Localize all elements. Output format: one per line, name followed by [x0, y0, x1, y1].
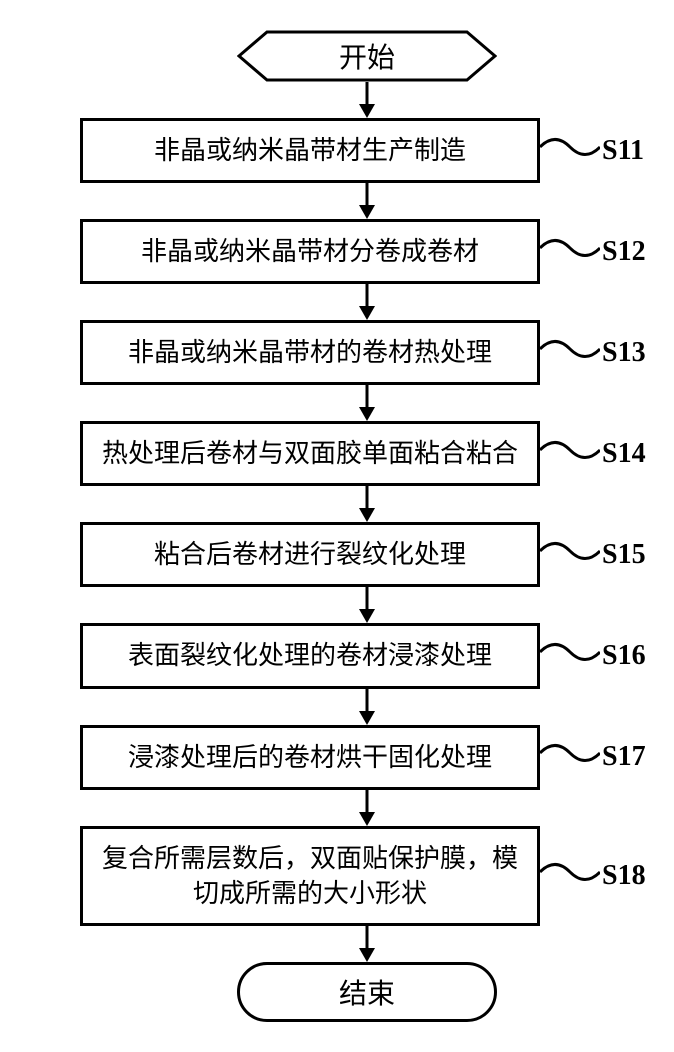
arrow [137, 790, 597, 826]
step-row: 表面裂纹化处理的卷材浸漆处理 S16 [20, 623, 654, 688]
step-row: 非晶或纳米晶带材生产制造 S11 [20, 118, 654, 183]
arrow [137, 183, 597, 219]
step-id-label: S15 [602, 539, 646, 571]
arrow [137, 82, 597, 118]
connector-curve [540, 852, 600, 900]
step-id-label: S14 [602, 438, 646, 470]
process-box: 热处理后卷材与双面胶单面粘合粘合 [80, 421, 540, 486]
step-id-label: S12 [602, 236, 646, 268]
arrow [137, 486, 597, 522]
connector-curve [540, 127, 600, 175]
step-row: 非晶或纳米晶带材分卷成卷材 S12 [20, 219, 654, 284]
process-box: 表面裂纹化处理的卷材浸漆处理 [80, 623, 540, 688]
step-label-col: S13 [540, 337, 654, 369]
process-box: 非晶或纳米晶带材生产制造 [80, 118, 540, 183]
end-terminator: 结束 [177, 962, 497, 1022]
step-id-label: S17 [602, 741, 646, 773]
step-label-col: S12 [540, 236, 654, 268]
arrow [137, 284, 597, 320]
connector-curve [540, 228, 600, 276]
process-box: 粘合后卷材进行裂纹化处理 [80, 522, 540, 587]
step-id-label: S13 [602, 337, 646, 369]
arrow [137, 926, 597, 962]
flowchart-container: 开始 非晶或纳米晶带材生产制造 S11 非晶或纳米晶带材分卷成卷材 S12 非晶… [20, 30, 654, 1022]
process-box: 复合所需层数后，双面贴保护膜，模切成所需的大小形状 [80, 826, 540, 926]
connector-curve [540, 329, 600, 377]
step-label-col: S15 [540, 539, 654, 571]
process-box: 非晶或纳米晶带材分卷成卷材 [80, 219, 540, 284]
step-label-col: S11 [540, 135, 654, 167]
process-box: 浸漆处理后的卷材烘干固化处理 [80, 725, 540, 790]
connector-curve [540, 733, 600, 781]
step-id-label: S18 [602, 860, 646, 892]
step-row: 热处理后卷材与双面胶单面粘合粘合 S14 [20, 421, 654, 486]
connector-curve [540, 531, 600, 579]
start-label: 开始 [339, 36, 395, 76]
process-box: 非晶或纳米晶带材的卷材热处理 [80, 320, 540, 385]
step-label-col: S16 [540, 640, 654, 672]
arrow [137, 689, 597, 725]
arrow [137, 385, 597, 421]
connector-curve [540, 430, 600, 478]
end-label: 结束 [339, 972, 395, 1012]
step-row: 复合所需层数后，双面贴保护膜，模切成所需的大小形状 S18 [20, 826, 654, 926]
arrow [137, 587, 597, 623]
step-id-label: S11 [602, 135, 644, 167]
step-row: 非晶或纳米晶带材的卷材热处理 S13 [20, 320, 654, 385]
step-label-col: S17 [540, 741, 654, 773]
step-row: 浸漆处理后的卷材烘干固化处理 S17 [20, 725, 654, 790]
step-id-label: S16 [602, 640, 646, 672]
step-label-col: S14 [540, 438, 654, 470]
start-terminator: 开始 [177, 30, 497, 82]
step-label-col: S18 [540, 860, 654, 892]
connector-curve [540, 632, 600, 680]
step-row: 粘合后卷材进行裂纹化处理 S15 [20, 522, 654, 587]
